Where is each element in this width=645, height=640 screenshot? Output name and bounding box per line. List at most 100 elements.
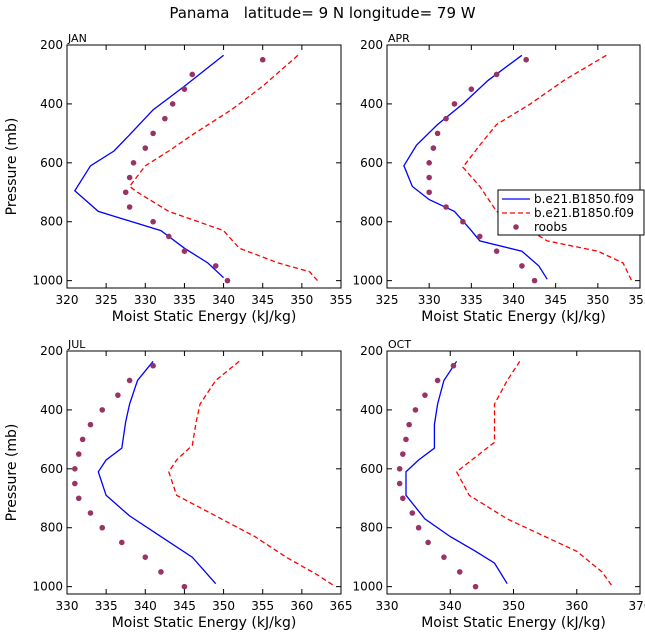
- obs-point: [493, 71, 500, 78]
- obs-point: [396, 466, 403, 472]
- y-tick-label: 400: [40, 97, 63, 111]
- obs-point: [99, 407, 106, 413]
- panel-jul: 330 335 340 345 350 355 360 365 200 400 600 800 1000…: [4, 338, 352, 631]
- y-tick-label: 800: [360, 215, 383, 229]
- obs-point: [450, 362, 457, 369]
- x-tick-label: 340: [212, 293, 235, 307]
- x-tick-label: 345: [173, 599, 196, 613]
- obs-point: [142, 145, 149, 151]
- legend-marker: [513, 224, 519, 230]
- x-axis-label: Moist Static Energy (kJ/kg): [421, 309, 606, 325]
- obs-point: [87, 421, 94, 428]
- obs-point: [415, 524, 422, 531]
- obs-point: [150, 362, 156, 369]
- panel-label: JUL: [67, 338, 86, 351]
- obs-point: [126, 174, 133, 181]
- model-solid-line: [403, 54, 548, 280]
- x-tick-label: 355: [629, 293, 645, 307]
- legend-label: b.e21.B1850.f09: [534, 206, 634, 220]
- obs-point: [468, 86, 475, 92]
- x-tick-label: 345: [251, 293, 274, 307]
- obs-point: [158, 569, 164, 575]
- x-axis-label: Moist Static Energy (kJ/kg): [112, 309, 297, 325]
- obs-point: [126, 204, 133, 210]
- x-tick-label: 335: [173, 293, 196, 307]
- y-tick-label: 600: [40, 156, 63, 170]
- obs-point: [142, 554, 149, 560]
- x-tick-label: 320: [56, 293, 79, 307]
- y-tick-label: 800: [40, 215, 63, 229]
- obs-point: [126, 377, 133, 384]
- y-tick-label: 1000: [352, 580, 383, 594]
- obs-point: [165, 233, 172, 240]
- x-tick-label: 325: [95, 293, 118, 307]
- obs-point: [409, 510, 416, 516]
- obs-point: [443, 115, 449, 122]
- obs-point: [79, 436, 86, 443]
- y-axis-label: Pressure (mb): [4, 424, 20, 522]
- obs-point: [426, 189, 432, 196]
- obs-point: [75, 451, 82, 457]
- y-tick-label: 600: [360, 462, 383, 476]
- obs-point: [75, 495, 82, 502]
- obs-point: [87, 510, 94, 516]
- obs-point: [426, 174, 432, 181]
- y-tick-label: 200: [40, 344, 63, 358]
- panel-oct: 330 340 350 360 370 200 400 600 800 1000 OCT Moist …: [352, 338, 645, 631]
- obs-point: [531, 277, 538, 284]
- y-tick-label: 1000: [32, 580, 63, 594]
- x-axis-label: Moist Static Energy (kJ/kg): [421, 615, 606, 631]
- obs-point: [406, 421, 412, 428]
- obs-point: [72, 480, 78, 487]
- obs-point: [181, 583, 188, 590]
- plot-frame: [386, 44, 641, 289]
- x-tick-label: 355: [330, 293, 353, 307]
- plot-frame: [386, 350, 641, 595]
- obs-point: [400, 495, 406, 502]
- obs-point: [400, 451, 406, 457]
- obs-point: [122, 189, 129, 196]
- y-tick-label: 400: [360, 403, 383, 417]
- obs-point: [212, 263, 219, 269]
- obs-point: [472, 583, 479, 590]
- y-tick-label: 1000: [32, 274, 63, 288]
- panel-label: APR: [388, 32, 410, 45]
- obs-point: [403, 436, 409, 443]
- plot-frame: [66, 350, 342, 595]
- obs-point: [72, 466, 78, 472]
- x-axis-label: Moist Static Energy (kJ/kg): [112, 615, 297, 631]
- panel-jan: 320 325 330 335 340 345 350 355 200 400 600 800 1000…: [4, 32, 352, 325]
- obs-point: [426, 160, 432, 166]
- obs-point: [519, 263, 525, 269]
- x-tick-label: 340: [134, 599, 157, 613]
- x-tick-label: 370: [629, 599, 645, 613]
- x-tick-label: 330: [134, 293, 157, 307]
- obs-point: [169, 101, 176, 107]
- obs-point: [434, 130, 441, 137]
- y-axis-label: Pressure (mb): [4, 118, 20, 216]
- model-dashed-line: [462, 54, 633, 281]
- x-tick-label: 350: [212, 599, 235, 613]
- x-tick-label: 360: [290, 599, 313, 613]
- y-tick-label: 400: [40, 403, 63, 417]
- obs-point: [259, 56, 266, 63]
- obs-point: [119, 539, 125, 546]
- model-dashed-line: [168, 360, 334, 586]
- x-tick-label: 350: [586, 293, 609, 307]
- y-tick-label: 200: [360, 344, 383, 358]
- legend-label: b.e21.B1850.f09: [534, 192, 634, 206]
- obs-point: [451, 101, 458, 107]
- obs-point: [443, 204, 449, 210]
- y-tick-label: 400: [360, 97, 383, 111]
- x-tick-label: 340: [502, 293, 525, 307]
- model-solid-line: [405, 360, 508, 585]
- plot-frame: [66, 44, 342, 289]
- y-tick-label: 800: [40, 521, 63, 535]
- obs-point: [493, 248, 500, 254]
- x-tick-label: 350: [290, 293, 313, 307]
- model-dashed-line: [128, 54, 318, 282]
- x-tick-label: 335: [95, 599, 118, 613]
- x-tick-label: 330: [418, 293, 441, 307]
